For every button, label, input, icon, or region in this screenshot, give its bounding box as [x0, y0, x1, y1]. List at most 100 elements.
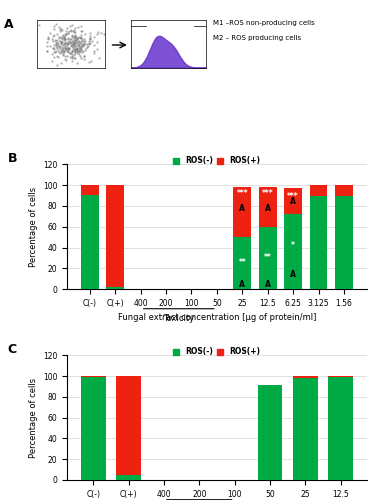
Point — [65, 46, 71, 54]
Text: A: A — [239, 280, 245, 289]
Bar — [328, 377, 353, 480]
Point — [69, 48, 75, 56]
Point — [96, 54, 102, 62]
Text: *: * — [291, 241, 295, 250]
Point — [55, 54, 61, 62]
Point — [74, 48, 80, 56]
Point — [59, 36, 65, 44]
Point — [57, 38, 63, 46]
Point — [62, 32, 68, 40]
Point — [86, 40, 92, 48]
Point — [79, 42, 85, 50]
Point — [74, 44, 80, 52]
Bar — [116, 376, 141, 475]
Point — [63, 45, 69, 53]
Point — [62, 36, 68, 44]
Point — [69, 54, 75, 62]
Point — [50, 44, 56, 52]
Point — [65, 39, 71, 47]
Bar — [233, 188, 251, 237]
Point — [56, 48, 62, 56]
Point — [57, 42, 63, 50]
Point — [62, 55, 68, 63]
Point — [72, 46, 78, 54]
Point — [63, 40, 69, 48]
Point — [73, 34, 79, 42]
Point — [91, 48, 96, 56]
Point — [61, 34, 67, 42]
Point — [72, 28, 78, 36]
Point — [82, 37, 88, 45]
Bar — [81, 376, 105, 377]
Point — [62, 44, 68, 52]
Point — [77, 45, 83, 53]
Point — [72, 42, 78, 50]
Text: A: A — [265, 280, 271, 289]
Point — [73, 39, 79, 47]
Point — [64, 24, 70, 32]
Point — [53, 61, 59, 69]
Point — [76, 34, 82, 42]
Point — [59, 44, 65, 52]
Point — [64, 44, 70, 52]
Point — [79, 44, 85, 52]
Point — [62, 30, 68, 38]
Point — [70, 44, 76, 52]
Point — [66, 26, 72, 34]
Point — [63, 30, 69, 38]
Point — [89, 36, 95, 44]
Text: A: A — [4, 18, 13, 30]
Point — [61, 40, 67, 48]
Point — [58, 26, 64, 34]
Point — [70, 37, 76, 45]
Point — [58, 60, 64, 68]
Point — [54, 39, 60, 47]
Point — [54, 30, 60, 38]
Point — [68, 50, 74, 58]
Point — [64, 40, 70, 48]
Bar — [328, 376, 353, 377]
Point — [77, 34, 83, 42]
Point — [36, 22, 42, 30]
Bar — [81, 377, 105, 480]
Bar — [116, 475, 141, 480]
Point — [55, 46, 61, 54]
Point — [72, 37, 78, 45]
X-axis label: Fungal extract concentration [µg of protein/ml]: Fungal extract concentration [µg of prot… — [118, 314, 316, 322]
Point — [65, 47, 71, 55]
Text: **: ** — [239, 258, 246, 266]
Point — [50, 37, 56, 45]
Bar — [81, 194, 99, 289]
Point — [62, 52, 68, 60]
Point — [71, 51, 77, 59]
Bar — [293, 376, 318, 378]
Point — [68, 40, 74, 48]
Point — [74, 38, 80, 46]
Point — [71, 28, 77, 36]
Point — [69, 52, 75, 60]
Point — [82, 30, 88, 38]
Bar — [81, 185, 99, 194]
Point — [84, 40, 90, 48]
Point — [57, 48, 63, 56]
Point — [72, 54, 78, 62]
Point — [53, 40, 59, 48]
Point — [74, 40, 80, 48]
Point — [78, 22, 84, 30]
Point — [77, 39, 83, 47]
Point — [80, 36, 86, 44]
Point — [80, 38, 86, 46]
Text: M2 – ROS producing cells: M2 – ROS producing cells — [213, 35, 301, 41]
Bar — [335, 185, 353, 196]
Point — [61, 40, 67, 48]
Point — [62, 35, 68, 43]
Point — [91, 49, 97, 57]
Point — [70, 50, 76, 58]
Point — [65, 48, 71, 56]
Point — [79, 41, 85, 49]
Point — [58, 48, 64, 56]
Point — [71, 38, 77, 46]
Point — [52, 36, 58, 44]
Point — [56, 34, 62, 42]
Point — [57, 44, 63, 52]
